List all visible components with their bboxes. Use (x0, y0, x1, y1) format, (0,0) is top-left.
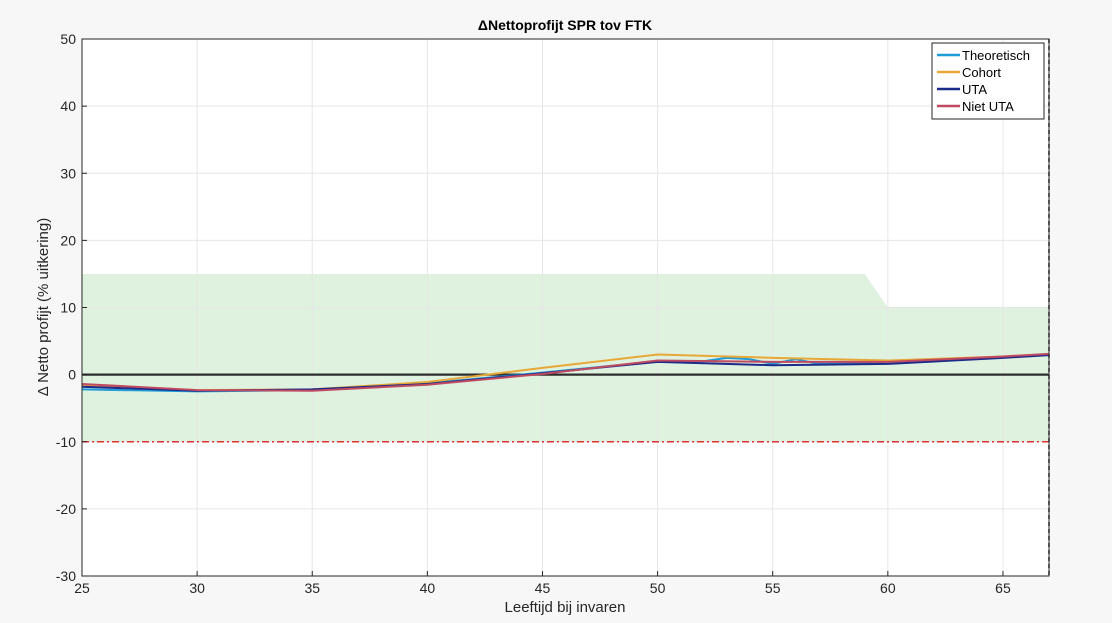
y-tick-label: -30 (56, 568, 76, 584)
x-tick-label: 50 (650, 580, 666, 596)
band-area (82, 273, 1049, 442)
y-tick-label: 20 (60, 232, 76, 248)
legend-label: UTA (962, 82, 987, 97)
x-tick-label: 40 (420, 580, 436, 596)
y-tick-label: -20 (56, 501, 76, 517)
y-axis-label: Δ Netto profijt (% uitkering) (35, 218, 52, 396)
legend-label: Cohort (962, 65, 1001, 80)
y-tick-label: 30 (60, 165, 76, 181)
y-tick-label: 0 (68, 367, 76, 383)
x-tick-label: 55 (765, 580, 781, 596)
tolerance-band (82, 273, 1049, 442)
x-tick-label: 35 (304, 580, 320, 596)
y-tick-label: 50 (60, 31, 76, 47)
y-tick-label: -10 (56, 434, 76, 450)
legend-label: Niet UTA (962, 99, 1014, 114)
axis-ticks: 25 30 35 40 45 50 55 60 65 -30 -20 -10 0 10 20 30 40 50 (56, 31, 1011, 596)
x-tick-label: 45 (535, 580, 551, 596)
x-tick-label: 25 (74, 580, 90, 596)
x-tick-label: 65 (995, 580, 1011, 596)
x-tick-label: 30 (189, 580, 205, 596)
x-tick-label: 60 (880, 580, 896, 596)
series-lines (81, 352, 1050, 393)
series-line (81, 352, 1050, 392)
chart-title: ΔNettoprofijt SPR tov FTK (478, 17, 652, 33)
legend: Theoretisch Cohort UTA Niet UTA (931, 42, 1045, 120)
x-axis-label: Leeftijd bij invaren (505, 599, 626, 616)
legend-label: Theoretisch (962, 48, 1030, 63)
y-tick-label: 10 (60, 300, 76, 316)
y-tick-label: 40 (60, 98, 76, 114)
